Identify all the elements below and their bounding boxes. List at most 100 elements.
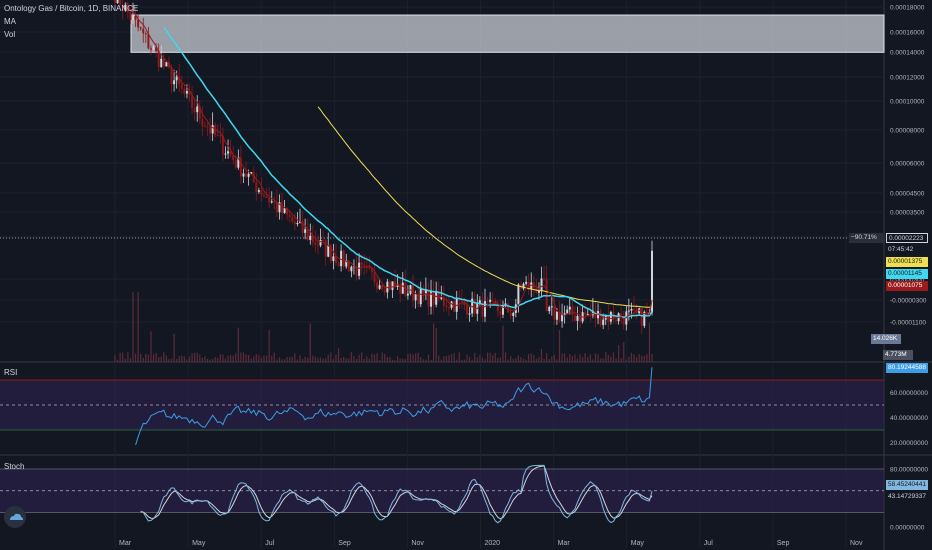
volume-bar	[199, 354, 201, 362]
candle-body	[286, 208, 289, 215]
volume-bar	[348, 358, 350, 362]
x-tick-label: Jul	[265, 540, 274, 547]
price-tick-label: 0.00006000	[890, 161, 925, 168]
candle-body	[275, 202, 278, 213]
volume-bar	[556, 359, 558, 362]
volume-bar	[466, 354, 468, 362]
volume-bar	[517, 355, 519, 362]
ma-indicator-label[interactable]: MA	[4, 17, 16, 26]
candle-body	[399, 284, 402, 294]
candle-body	[638, 308, 641, 314]
volume-bar	[147, 354, 150, 362]
volume-bar	[492, 355, 494, 362]
volume-bar	[129, 357, 132, 362]
volume-bar	[343, 357, 345, 362]
volume-bar	[453, 353, 455, 362]
volume-bar	[134, 353, 137, 362]
volume-bars	[114, 292, 653, 362]
candle-body	[245, 173, 248, 177]
volume-bar	[170, 358, 173, 362]
volume-bar	[301, 358, 304, 362]
candle-body	[383, 289, 386, 293]
candle-body	[448, 306, 451, 308]
candle-body	[573, 315, 576, 321]
volume-bar	[181, 355, 183, 362]
candle-body	[373, 272, 376, 283]
volume-indicator-label[interactable]: Vol	[4, 30, 16, 39]
volume-bar	[525, 359, 527, 362]
candle-body	[311, 235, 314, 243]
stoch-label[interactable]: Stoch	[4, 462, 25, 471]
candle-body	[466, 305, 469, 315]
candle-body	[155, 47, 158, 52]
volume-bar	[289, 356, 291, 362]
candle-body	[609, 311, 612, 322]
candle-body	[651, 250, 653, 313]
candle-body	[491, 299, 494, 301]
candle-body	[314, 242, 317, 245]
volume-bar	[124, 358, 126, 362]
volume-bar	[589, 354, 591, 362]
candle-body	[137, 19, 140, 28]
volume-bar	[345, 358, 347, 362]
volume-bar	[337, 348, 340, 362]
candle-body	[376, 282, 379, 289]
candle-body	[522, 283, 525, 289]
x-tick-label: May	[192, 540, 206, 547]
candle-body	[196, 106, 199, 113]
candle-body	[342, 250, 345, 267]
resistance-zone	[130, 14, 885, 53]
candle-body	[257, 190, 260, 192]
volume-bar	[391, 359, 394, 362]
volume-bar	[127, 352, 129, 362]
volume-bar	[471, 359, 473, 362]
rsi-label[interactable]: RSI	[4, 368, 18, 377]
volume-bar	[242, 352, 245, 362]
volume-bar	[435, 327, 437, 362]
volume-bar	[548, 359, 550, 362]
candle-body	[347, 260, 350, 272]
candle-body	[263, 195, 266, 197]
candle-body	[543, 278, 546, 280]
volume-bar	[600, 358, 602, 362]
volume-bar	[235, 353, 237, 362]
candle-body	[424, 289, 427, 294]
candle-body	[270, 201, 273, 203]
candle-body	[193, 107, 196, 113]
candle-body	[414, 294, 417, 301]
candle-body	[319, 240, 322, 246]
candle-body	[242, 173, 245, 177]
price-tick-label: -0.00001100	[890, 320, 926, 327]
candle-body	[445, 305, 448, 307]
volume-bar	[176, 358, 178, 362]
rsi-value-tag: 80.19244588	[886, 363, 928, 373]
volume-bar	[307, 357, 309, 362]
candle-body	[188, 91, 191, 95]
price-tick-label: 0.00010000	[890, 99, 925, 106]
tradingview-logo[interactable]	[4, 506, 26, 528]
candle-body	[237, 157, 240, 168]
symbol-title[interactable]: Ontology Gas / Bitcoin, 1D, BINANCE	[4, 4, 139, 13]
volume-bar	[188, 356, 191, 362]
candle-body	[216, 135, 219, 137]
candle-body	[129, 12, 132, 20]
volume-bar	[332, 359, 334, 362]
candle-body	[396, 284, 399, 288]
volume-bar	[224, 358, 227, 362]
candle-body	[360, 262, 363, 265]
volume-bar	[314, 356, 317, 362]
candle-body	[540, 278, 543, 291]
candle-body	[296, 222, 299, 225]
volume-bar	[276, 359, 278, 362]
x-tick-label: Sep	[777, 540, 790, 547]
volume-bar	[194, 352, 196, 362]
candle-body	[378, 285, 381, 289]
volume-bar	[317, 357, 319, 362]
candle-body	[183, 88, 186, 94]
candle-body	[119, 0, 122, 6]
candle-body	[501, 305, 504, 315]
candle-body	[160, 58, 163, 68]
x-tick-label: 2020	[485, 540, 501, 547]
rsi-line	[135, 367, 653, 446]
